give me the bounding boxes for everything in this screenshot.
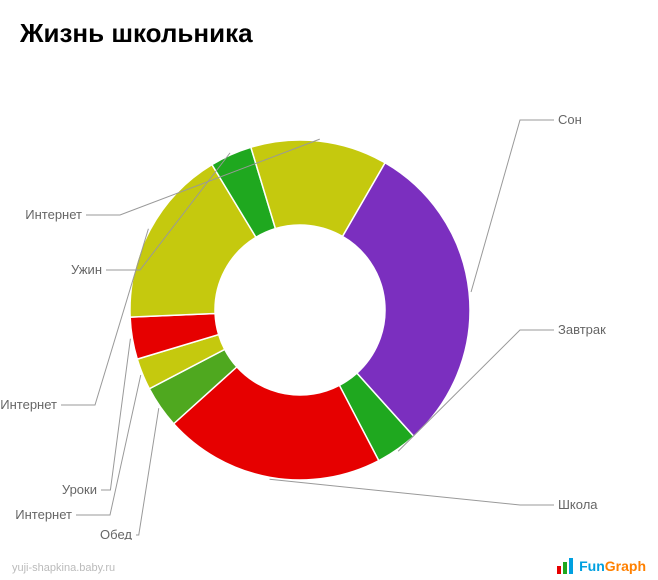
slice-label: Завтрак bbox=[558, 322, 606, 337]
slice-label: Сон bbox=[558, 112, 582, 127]
footer-credit: yuji-shapkina.baby.ru bbox=[12, 562, 115, 574]
chart-title: Жизнь школьника bbox=[20, 18, 253, 49]
slice-label: Интернет bbox=[25, 207, 82, 222]
slice-label: Ужин bbox=[71, 262, 102, 277]
brand-suffix: Graph bbox=[605, 558, 646, 574]
leader-line bbox=[101, 339, 130, 490]
brand-prefix: Fun bbox=[579, 558, 605, 574]
slice-label: Интернет bbox=[0, 397, 57, 412]
donut-chart: Сон Завтрак Школа Обед Интернет Уроки Интернет… bbox=[0, 80, 658, 540]
slice-label: Школа bbox=[558, 497, 598, 512]
leader-line bbox=[471, 120, 554, 292]
slice-label: Обед bbox=[100, 527, 132, 540]
footer-brand: FunGraph bbox=[557, 558, 646, 574]
slice-label: Интернет bbox=[15, 507, 72, 522]
leader-line bbox=[270, 479, 554, 505]
slice-label: Уроки bbox=[62, 482, 97, 497]
leader-line bbox=[136, 408, 159, 535]
donut-svg: Сон Завтрак Школа Обед Интернет Уроки Интернет… bbox=[0, 80, 658, 540]
